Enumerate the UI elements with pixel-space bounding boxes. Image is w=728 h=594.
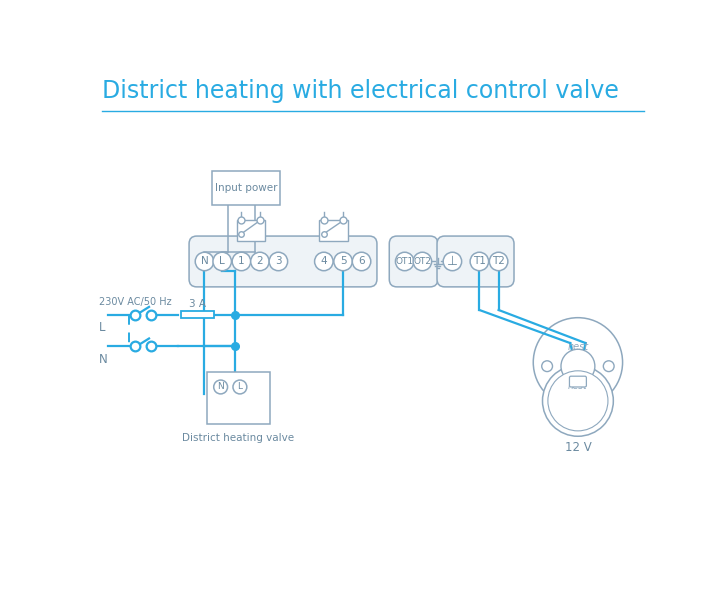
- Text: OT2: OT2: [414, 257, 432, 266]
- Text: 5: 5: [340, 257, 347, 267]
- Text: T2: T2: [492, 257, 505, 267]
- Circle shape: [604, 361, 614, 372]
- Text: 4: 4: [320, 257, 327, 267]
- Circle shape: [542, 365, 614, 436]
- Circle shape: [195, 252, 214, 271]
- Text: 1: 1: [238, 257, 245, 267]
- Circle shape: [250, 252, 269, 271]
- Text: nest: nest: [568, 383, 587, 391]
- FancyBboxPatch shape: [389, 236, 438, 287]
- Bar: [212, 172, 280, 206]
- Circle shape: [269, 252, 288, 271]
- Text: Input power: Input power: [215, 184, 277, 193]
- Text: 12 V: 12 V: [564, 441, 591, 454]
- Text: ⊥: ⊥: [447, 255, 458, 268]
- Text: 3 A: 3 A: [189, 299, 207, 309]
- FancyBboxPatch shape: [189, 236, 377, 287]
- Text: L: L: [237, 383, 242, 391]
- Circle shape: [232, 252, 250, 271]
- Text: 6: 6: [358, 257, 365, 267]
- Text: OT1: OT1: [395, 257, 414, 266]
- Circle shape: [470, 252, 488, 271]
- Text: District heating valve: District heating valve: [182, 433, 294, 443]
- Text: N: N: [99, 353, 108, 366]
- Bar: [181, 311, 215, 318]
- Circle shape: [489, 252, 508, 271]
- Circle shape: [548, 371, 608, 431]
- Text: 3: 3: [275, 257, 282, 267]
- Bar: [319, 220, 348, 241]
- Circle shape: [395, 252, 414, 271]
- Text: N: N: [217, 383, 224, 391]
- Text: L: L: [99, 321, 106, 334]
- Text: 230V AC/50 Hz: 230V AC/50 Hz: [99, 297, 172, 307]
- Circle shape: [542, 361, 553, 372]
- Text: District heating with electrical control valve: District heating with electrical control…: [102, 79, 619, 103]
- Text: N: N: [201, 257, 208, 267]
- Circle shape: [214, 380, 228, 394]
- Bar: [207, 372, 270, 424]
- Circle shape: [352, 252, 371, 271]
- Bar: [237, 220, 264, 241]
- FancyBboxPatch shape: [569, 376, 586, 387]
- Text: 2: 2: [256, 257, 264, 267]
- Text: nest: nest: [567, 342, 588, 352]
- Circle shape: [414, 252, 432, 271]
- Text: T1: T1: [473, 257, 486, 267]
- FancyBboxPatch shape: [437, 236, 514, 287]
- Circle shape: [334, 252, 352, 271]
- Circle shape: [534, 318, 622, 407]
- Circle shape: [443, 252, 462, 271]
- Circle shape: [213, 252, 232, 271]
- Circle shape: [233, 380, 247, 394]
- Text: L: L: [219, 257, 225, 267]
- Circle shape: [314, 252, 333, 271]
- Circle shape: [561, 349, 595, 383]
